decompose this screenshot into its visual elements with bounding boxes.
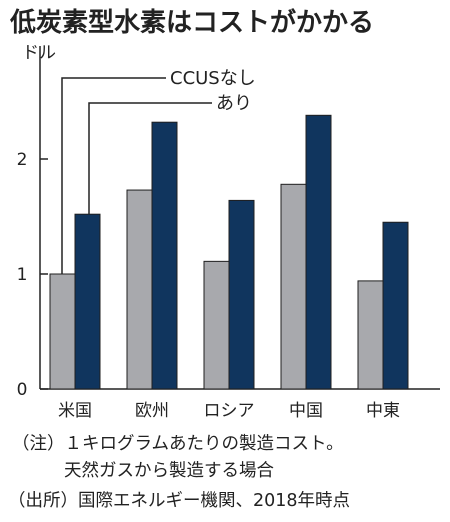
bar-with-ccus [382,221,409,390]
y-tick-label: 1 [17,265,28,285]
x-tick-label: ロシア [204,401,255,421]
x-tick-label: 中国 [289,401,323,421]
bar-with-ccus [305,114,332,390]
x-tick-label: 米国 [58,401,92,421]
legend-leader-line [88,102,212,215]
legend-leader-line [61,77,166,274]
note-line-1: （注）１キログラムあたりの製造コスト。 [12,434,344,454]
bar-with-ccus [228,199,255,390]
y-tick-label: 0 [17,380,28,400]
note-line-2: 天然ガスから製造する場合 [64,461,274,481]
chart-title: 低炭素型水素はコストがかかる [10,8,375,38]
bar-without-ccus [203,260,230,390]
bar-without-ccus [280,183,307,390]
x-tick-label: 中東 [366,401,400,421]
legend-label: CCUSなし [170,68,256,89]
legend-label: あり [216,93,252,114]
source-note: （出所）国際エネルギー機関、2018年時点 [8,491,351,511]
y-tick-label: 2 [17,150,28,170]
bar-with-ccus [151,121,178,390]
bar-without-ccus [49,273,76,390]
bar-with-ccus [74,213,101,390]
x-tick-label: 欧州 [135,401,169,421]
bar-without-ccus [357,280,384,390]
bar-without-ccus [126,189,153,390]
y-axis-unit-label: ドル [22,43,56,63]
